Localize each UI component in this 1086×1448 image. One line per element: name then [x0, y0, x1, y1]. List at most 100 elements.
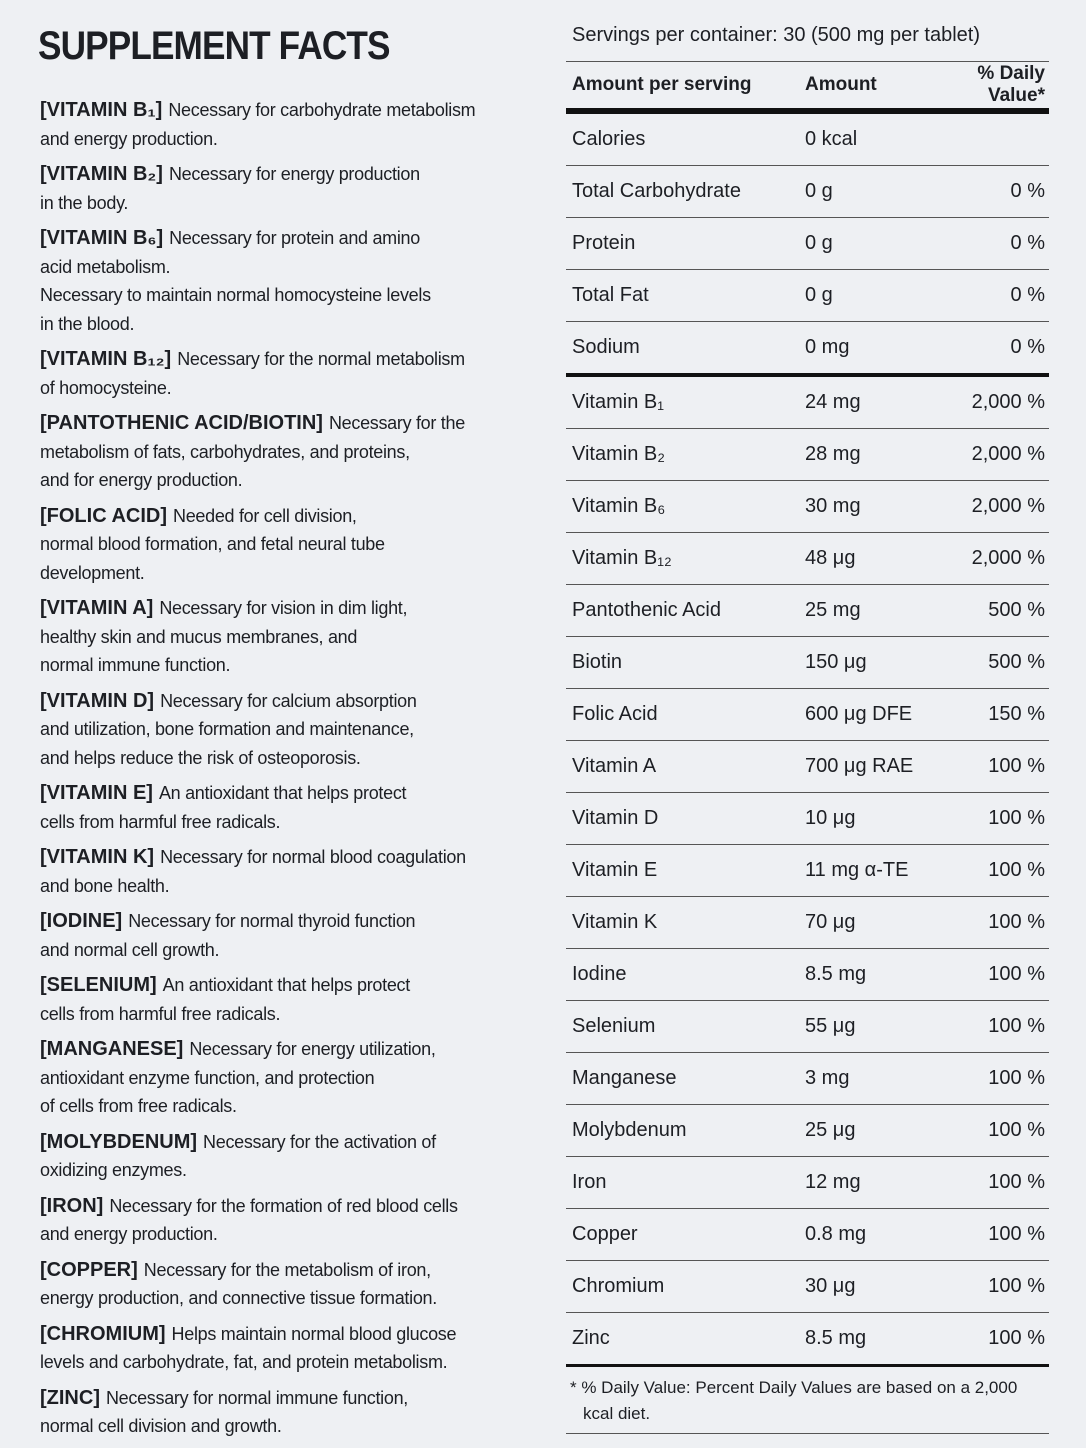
table-row: Vitamin B₆ 30 mg 2,000 % — [566, 481, 1049, 533]
benefit: [VITAMIN B₆] Necessary for protein and am… — [40, 224, 540, 338]
table-row: Zinc 8.5 mg 100 % — [566, 1313, 1049, 1367]
table-row: Pantothenic Acid 25 mg 500 % — [566, 585, 1049, 637]
table-cell: 25 μg — [805, 1119, 856, 1141]
benefit-line: [MANGANESE] Necessary for energy utilizat… — [40, 1035, 540, 1064]
table-cell: 0 kcal — [805, 128, 858, 150]
benefit-line: [VITAMIN B₂] Necessary for energy product… — [40, 160, 540, 189]
table-cell: Protein — [572, 232, 636, 254]
benefit-label: [VITAMIN B₁] — [40, 99, 163, 121]
benefit-label: [VITAMIN D] — [40, 689, 155, 712]
table-cell: 500 % — [988, 651, 1045, 673]
benefit-text: Necessary for energy utilization, — [189, 1039, 436, 1059]
table-cell: 100 % — [988, 963, 1045, 985]
table-cell: 2,000 % — [971, 547, 1045, 569]
table-cell: Vitamin K — [572, 911, 658, 933]
table-cell: Total Fat — [572, 284, 649, 306]
table-cell: 700 μg RAE — [805, 755, 914, 777]
benefit: [VITAMIN K] Necessary for normal blood co… — [40, 843, 540, 900]
benefit-line: [VITAMIN A] Necessary for vision in dim l… — [40, 594, 540, 623]
benefit-label: [MANGANESE] — [40, 1038, 184, 1060]
benefit-text: Necessary for the formation of red blood… — [109, 1195, 458, 1216]
benefit-line: [VITAMIN E] An antioxidant that helps pro… — [40, 779, 540, 808]
table-cell: 2,000 % — [971, 495, 1045, 517]
footnote: * % Daily Value: Percent Daily Values ar… — [566, 1367, 1049, 1434]
table-cell: 100 % — [988, 1119, 1045, 1141]
benefit: [VITAMIN D] Necessary for calcium absorpt… — [40, 687, 540, 773]
table-cell: Iron — [572, 1171, 607, 1193]
table-cell: Vitamin E — [572, 859, 658, 881]
benefit-label: [VITAMIN B₆] — [40, 227, 164, 249]
benefit: [IRON] Necessary for the formation of red… — [40, 1192, 540, 1249]
benefit-line: of homocysteine. — [40, 377, 172, 398]
benefit-text: Necessary for normal blood coagulation — [160, 847, 466, 867]
column-header: Amount — [805, 74, 877, 95]
header-row: Amount per serving Amount % Daily Value* — [566, 62, 1049, 114]
table-row: Biotin 150 μg 500 % — [566, 637, 1049, 689]
table-cell: 24 mg — [805, 391, 861, 413]
benefit-line: [IODINE] Necessary for normal thyroid fun… — [40, 907, 540, 936]
benefit: [PANTOTHENIC ACID/BIOTIN] Necessary for t… — [40, 409, 540, 495]
table-row: Selenium 55 μg 100 % — [566, 1001, 1049, 1053]
table-row: Copper 0.8 mg 100 % — [566, 1209, 1049, 1261]
benefit-label: [PANTOTHENIC ACID/BIOTIN] — [40, 412, 323, 434]
table-row: Folic Acid 600 μg DFE 150 % — [566, 689, 1049, 741]
table-row: Vitamin D 10 μg 100 % — [566, 793, 1049, 845]
table-cell: Copper — [572, 1223, 638, 1245]
benefit-text: An antioxidant that helps protect — [158, 783, 407, 803]
benefit-line: [COPPER] Necessary for the metabolism of … — [40, 1256, 540, 1285]
table-cell: Total Carbohydrate — [572, 180, 741, 202]
benefit-text: Helps maintain normal blood glucose — [171, 1323, 457, 1344]
benefit-line: normal blood formation, and fetal neural… — [40, 534, 385, 554]
table-row: Protein 0 g 0 % — [566, 218, 1049, 270]
benefit-line: [ZINC] Necessary for normal immune functi… — [40, 1384, 540, 1413]
table-cell: 3 mg — [805, 1067, 850, 1089]
table-rows: Amount per serving Amount % Daily Value* Ca… — [566, 62, 1049, 1367]
table-cell: 30 mg — [805, 495, 861, 517]
table-cell: 0 g — [805, 232, 833, 254]
benefit-line: healthy skin and mucus membranes, and — [40, 626, 358, 647]
benefit-label: [VITAMIN E] — [40, 782, 153, 804]
table-cell: Selenium — [572, 1015, 656, 1037]
table-cell: 0 % — [1010, 232, 1045, 254]
benefit-line: [IRON] Necessary for the formation of red… — [40, 1192, 540, 1221]
table-cell: 2,000 % — [971, 391, 1045, 413]
table-row: Total Fat 0 g 0 % — [566, 270, 1049, 322]
table-cell: Vitamin A — [572, 755, 657, 777]
benefit: [CHROMIUM] Helps maintain normal blood gl… — [40, 1320, 540, 1377]
table-row: Vitamin E 11 mg α-TE 100 % — [566, 845, 1049, 897]
benefit-label: [VITAMIN B₂] — [40, 163, 163, 185]
benefit-line: cells from harmful free radicals. — [40, 811, 281, 832]
benefit-line: [SELENIUM] An antioxidant that helps prot… — [40, 971, 540, 1000]
benefit-text: Needed for cell division, — [173, 505, 357, 526]
benefit-text: Necessary for energy production — [168, 164, 420, 184]
table-cell: 100 % — [988, 1015, 1045, 1037]
benefit-text: Necessary for the normal metabolism — [177, 349, 465, 369]
table-cell: 28 mg — [805, 443, 861, 465]
benefit-line: [CHROMIUM] Helps maintain normal blood gl… — [40, 1320, 540, 1349]
table-cell: 150 % — [988, 703, 1045, 725]
benefit: [VITAMIN B₁] Necessary for carbohydrate m… — [40, 96, 540, 153]
table-cell: 0 g — [805, 284, 833, 306]
benefit-line: in the body. — [40, 192, 129, 213]
table-row: Vitamin A 700 μg RAE 100 % — [566, 741, 1049, 793]
table-cell: 100 % — [988, 1171, 1045, 1193]
table-cell: 100 % — [988, 1223, 1045, 1245]
benefit-line: [VITAMIN K] Necessary for normal blood co… — [40, 843, 540, 872]
table-cell: Folic Acid — [572, 703, 658, 725]
table-cell: 8.5 mg — [805, 1327, 867, 1349]
benefit-label: [VITAMIN A] — [40, 597, 154, 619]
benefit: [MOLYBDENUM] Necessary for the activation… — [40, 1128, 540, 1185]
benefit: [VITAMIN B₁₂] Necessary for the normal me… — [40, 345, 540, 402]
benefit: [ZINC] Necessary for normal immune functi… — [40, 1384, 540, 1441]
benefit-line: development. — [40, 562, 145, 583]
table-cell: Pantothenic Acid — [572, 599, 721, 621]
benefit-line: [VITAMIN B₆] Necessary for protein and am… — [40, 224, 540, 253]
table-row: Vitamin B₁ 24 mg 2,000 % — [566, 377, 1049, 429]
table-cell: 10 μg — [805, 807, 856, 829]
table-cell: 12 mg — [805, 1171, 861, 1193]
column-header: Amount per serving — [572, 74, 752, 95]
table-cell: Sodium — [572, 336, 640, 358]
benefit-line: [VITAMIN D] Necessary for calcium absorpt… — [40, 687, 540, 716]
benefit: [VITAMIN E] An antioxidant that helps pro… — [40, 779, 540, 836]
table-cell: 55 μg — [805, 1015, 856, 1037]
